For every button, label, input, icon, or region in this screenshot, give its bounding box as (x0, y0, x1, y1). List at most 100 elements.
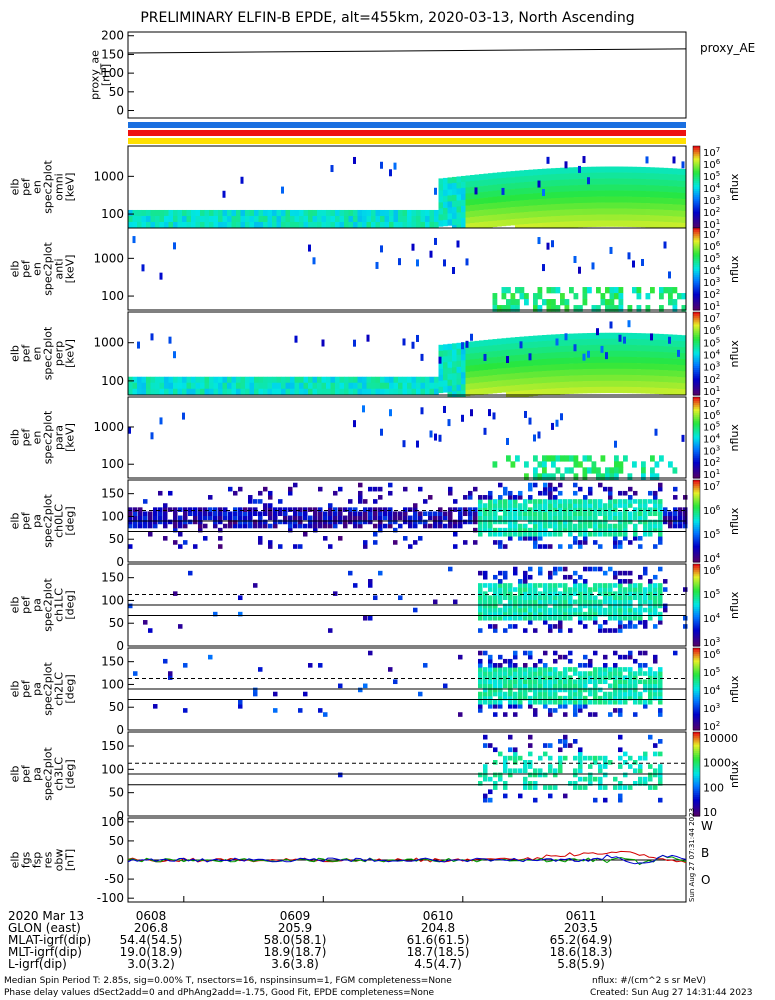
heatmap-cell (465, 211, 471, 218)
ch3lc-frame (127, 731, 687, 817)
heatmap-cell (483, 203, 489, 210)
heatmap-cell (548, 755, 553, 761)
heatmap-cell (483, 599, 488, 605)
heatmap-cell (653, 683, 658, 689)
ch3lc-colorbar-segment (693, 774, 700, 777)
heatmap-cell (538, 519, 543, 525)
heatmap-cell (578, 266, 581, 274)
heatmap-cell (568, 743, 573, 748)
heatmap-cell (542, 383, 547, 390)
heatmap-cell (348, 221, 354, 229)
heatmap-cell (425, 388, 430, 396)
heatmap-cell (681, 389, 687, 396)
heatmap-cell (588, 687, 593, 693)
heatmap-cell (528, 175, 534, 182)
heatmap-cell (648, 776, 653, 782)
heatmap-cell (510, 201, 516, 208)
heatmap-cell (677, 376, 682, 384)
heatmap-cell (623, 699, 628, 705)
ch1lc-ylabel-line: pef (20, 595, 33, 614)
heatmap-cell (542, 216, 547, 224)
heatmap-cell (308, 515, 313, 521)
anti-colorbar-segment (693, 291, 700, 295)
heatmap-cell (443, 207, 448, 215)
heatmap-cell (618, 620, 623, 625)
omni-colorbar-segment (693, 152, 700, 155)
heatmap-cell (503, 591, 508, 596)
heatmap-cell (358, 490, 363, 496)
ch3lc-colorbar-segment (693, 738, 700, 741)
heatmap-cell (623, 336, 626, 344)
heatmap-cell (240, 176, 244, 184)
heatmap-cell (488, 695, 493, 701)
heatmap-cell (528, 527, 533, 533)
heatmap-cell (659, 209, 664, 216)
heatmap-cell (563, 755, 568, 761)
heatmap-cell (598, 755, 603, 761)
heatmap-cell (498, 519, 503, 525)
heatmap-cell (503, 519, 508, 525)
heatmap-cell (596, 350, 601, 358)
heatmap-cell (501, 287, 507, 294)
omni-colorbar-segment (693, 176, 700, 180)
heatmap-cell (518, 687, 523, 693)
heatmap-cell (519, 287, 525, 294)
heatmap-cell (434, 215, 439, 223)
heatmap-cell (650, 351, 655, 358)
heatmap-cell (222, 221, 228, 229)
anti-ylabel-line: elb (9, 261, 22, 278)
heatmap-cell (658, 583, 663, 588)
heatmap-cell (653, 743, 658, 748)
heatmap-cell (609, 214, 615, 221)
heatmap-cell (677, 358, 682, 366)
heatmap-cell (299, 388, 304, 396)
ch1lc-colorbar-segment (693, 570, 700, 573)
heatmap-cell (497, 380, 502, 387)
heatmap-cell (523, 679, 528, 685)
heatmap-cell (548, 523, 553, 529)
heatmap-cell (501, 177, 507, 185)
heatmap-cell (488, 615, 493, 621)
heatmap-cell (528, 486, 533, 492)
heatmap-cell (384, 209, 390, 217)
heatmap-cell (560, 413, 563, 421)
heatmap-cell (173, 540, 178, 545)
heatmap-cell (420, 209, 426, 217)
heatmap-cell (573, 381, 579, 388)
eph-col2-time: 0609 (279, 909, 311, 923)
heatmap-cell (645, 369, 651, 376)
heatmap-cell (492, 172, 498, 180)
heatmap-cell (240, 388, 246, 396)
heatmap-cell (628, 591, 633, 596)
heatmap-cell (348, 519, 353, 525)
heatmap-cell (168, 376, 174, 384)
heatmap-cell (524, 390, 529, 397)
heatmap-cell (573, 687, 578, 693)
para-colorbar-segment (693, 467, 700, 471)
ch1lc-colorbar-segment (693, 584, 700, 588)
ch2lc-colorbar-segment (693, 699, 700, 702)
heatmap-cell (609, 220, 615, 227)
heatmap-cell (563, 523, 568, 529)
heatmap-cell (273, 519, 278, 525)
heatmap-cell (598, 628, 603, 633)
ch2lc-colorbar-segment (693, 711, 700, 715)
heatmap-cell (513, 519, 518, 525)
heatmap-cell (658, 739, 663, 744)
heatmap-cell (333, 523, 338, 529)
heatmap-cell (659, 215, 664, 222)
heatmap-cell (173, 527, 178, 533)
heatmap-cell (578, 615, 583, 621)
heatmap-cell (543, 695, 548, 701)
heatmap-cell (583, 519, 588, 525)
anti-spectrogram-cells (132, 236, 687, 312)
heatmap-cell (569, 173, 574, 180)
heatmap-cell (150, 388, 156, 396)
heatmap-cell (533, 603, 538, 609)
heatmap-cell (591, 196, 597, 203)
heatmap-cell (519, 188, 525, 195)
heatmap-cell (533, 607, 538, 613)
heatmap-cell (672, 370, 678, 377)
heatmap-cell (546, 210, 552, 217)
heatmap-cell (510, 349, 516, 356)
